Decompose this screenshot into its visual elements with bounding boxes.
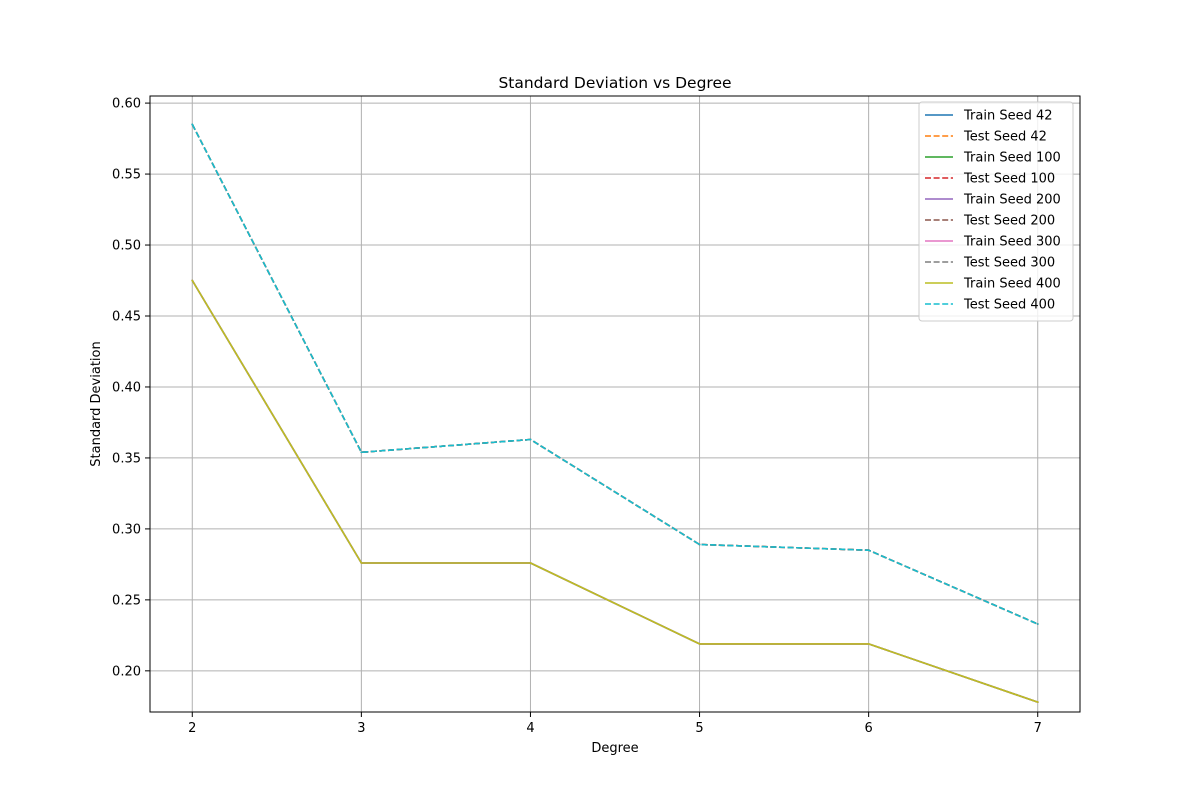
x-axis-label: Degree <box>591 741 638 756</box>
series-layer <box>191 123 1039 703</box>
series-line-train-seed-400 <box>191 280 1038 703</box>
y-tick-label: 0.55 <box>112 168 141 183</box>
legend-label: Test Seed 300 <box>963 256 1055 271</box>
x-tick-label: 2 <box>188 721 196 736</box>
data-point <box>191 279 194 282</box>
legend-label: Test Seed 200 <box>963 214 1055 229</box>
data-point <box>1036 701 1039 703</box>
plot-frame <box>149 95 1081 713</box>
y-tick-label: 0.30 <box>112 522 141 537</box>
legend-label: Train Seed 400 <box>963 277 1061 292</box>
legend-box <box>918 101 1074 322</box>
y-tick-label: 0.60 <box>112 97 141 112</box>
legend: Train Seed 42 Test Seed 42 Train Seed 100 T… <box>918 101 1074 322</box>
data-point <box>360 451 363 454</box>
data-point <box>698 642 701 645</box>
legend-label: Test Seed 100 <box>963 172 1055 187</box>
data-point <box>867 549 870 552</box>
data-point <box>698 543 701 546</box>
data-point <box>360 562 363 564</box>
y-tick-label: 0.40 <box>112 380 141 395</box>
data-point <box>1036 623 1039 625</box>
y-tick-label: 0.20 <box>112 664 141 679</box>
y-tick-label: 0.50 <box>112 239 141 254</box>
x-tick-label: 6 <box>864 721 872 736</box>
legend-label: Test Seed 400 <box>963 298 1055 313</box>
series-line-test-seed-400 <box>191 124 1039 625</box>
y-tick-label: 0.35 <box>112 451 141 466</box>
axis-ticks: 2 3 4 5 6 7 0.20 0.25 0.30 0.35 0.40 0.45 0.50 0.55 0.… <box>112 97 1042 736</box>
data-point <box>529 438 532 441</box>
x-tick-label: 7 <box>1034 721 1042 736</box>
chart-title: Standard Deviation vs Degree <box>498 74 731 92</box>
data-point <box>191 123 194 126</box>
legend-label: Test Seed 42 <box>963 130 1047 145</box>
y-axis-label: Standard Deviation <box>89 341 104 466</box>
x-tick-label: 3 <box>357 721 365 736</box>
y-tick-label: 0.25 <box>112 593 141 608</box>
legend-label: Train Seed 300 <box>963 235 1061 250</box>
y-tick-label: 0.45 <box>112 310 141 325</box>
legend-label: Train Seed 100 <box>963 151 1061 166</box>
x-tick-label: 5 <box>695 721 703 736</box>
legend-label: Train Seed 42 <box>963 109 1053 124</box>
data-point <box>529 562 532 564</box>
data-point <box>867 642 870 645</box>
legend-label: Train Seed 200 <box>963 193 1061 208</box>
x-tick-label: 4 <box>526 721 534 736</box>
